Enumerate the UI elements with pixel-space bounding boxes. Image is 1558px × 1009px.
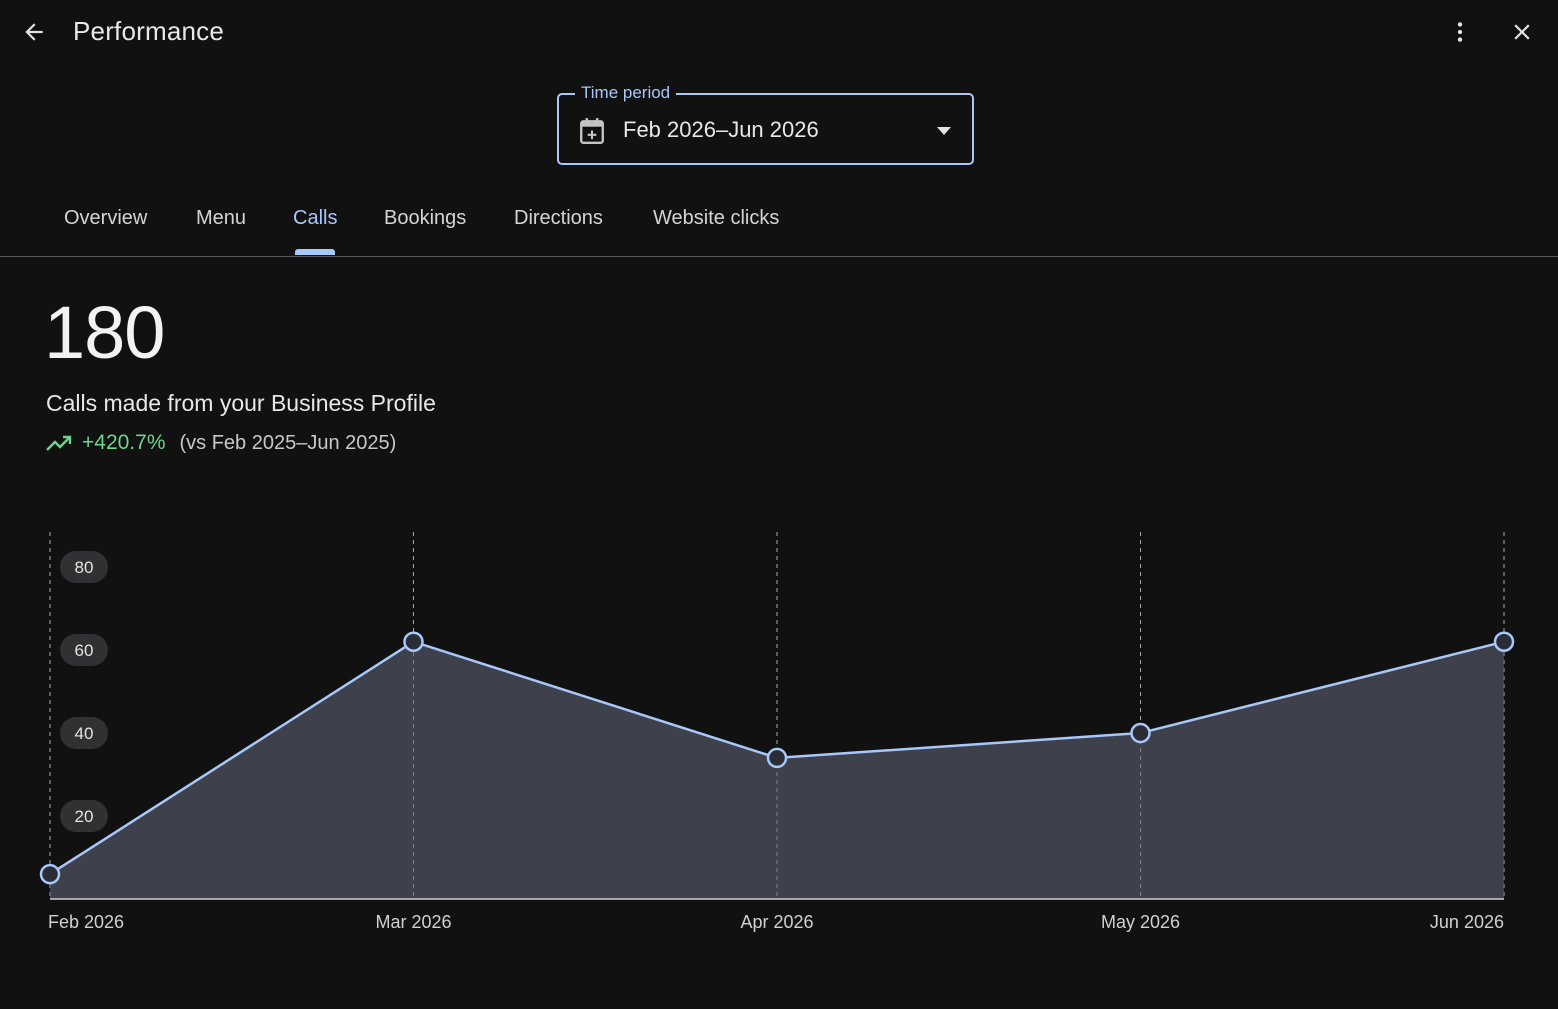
x-tick-label-2: Apr 2026 (740, 912, 813, 932)
back-button[interactable] (14, 12, 54, 52)
x-tick-label-4: Jun 2026 (1430, 912, 1504, 932)
series-area-0 (50, 641, 1504, 899)
time-period-select[interactable]: Time period Feb 2026–Jun 2026 (557, 81, 974, 165)
y-tick-pill-2 (60, 634, 108, 666)
y-tick-pill-0 (60, 800, 108, 832)
y-tick-label-0: 20 (75, 807, 94, 826)
time-period-value: Feb 2026–Jun 2026 (623, 117, 819, 142)
y-tick-label-1: 40 (75, 724, 94, 743)
tab-directions[interactable]: Directions (514, 207, 603, 229)
tab-bar: Overview Menu Calls Bookings Directions … (0, 190, 1558, 257)
active-tab-indicator (295, 249, 335, 255)
more-options-button[interactable] (1440, 12, 1480, 52)
x-tick-label-0: Feb 2026 (48, 912, 124, 932)
x-tick-label-3: May 2026 (1101, 912, 1180, 932)
more-vert-icon (1457, 22, 1463, 42)
calendar-icon (580, 118, 604, 145)
data-point-4 (1493, 631, 1515, 652)
close-icon (1514, 24, 1530, 40)
page-title: Performance (73, 16, 225, 46)
tab-overview[interactable]: Overview (64, 207, 148, 229)
data-point-2 (766, 747, 788, 769)
y-tick-pill-3 (60, 551, 108, 583)
app-header: Performance (0, 0, 1558, 66)
tab-bookings[interactable]: Bookings (384, 207, 467, 229)
time-period-label: Time period (575, 81, 677, 105)
metric-description: Calls made from your Business Profile (46, 390, 436, 416)
data-point-0 (39, 863, 61, 885)
arrow-drop-down-icon (937, 127, 951, 135)
trending-up-icon (46, 435, 72, 451)
y-tick-label-2: 60 (75, 641, 94, 660)
data-point-1 (403, 631, 424, 652)
data-point-3 (1130, 722, 1151, 744)
trend-row: +420.7% (vs Feb 2025–Jun 2025) (46, 430, 396, 456)
trend-percentage: +420.7% (82, 431, 166, 454)
x-tick-label-1: Mar 2026 (375, 912, 451, 932)
tab-calls[interactable]: Calls (293, 207, 338, 229)
trend-comparison: (vs Feb 2025–Jun 2025) (179, 431, 397, 454)
calls-chart-svg: 20 40 60 80 Feb 2026 Mar 2026 Apr 2026 May 2026… (39, 532, 1515, 932)
y-tick-label-3: 80 (75, 558, 94, 577)
calls-chart: 20 40 60 80 Feb 2026 Mar 2026 Apr 2026 May 2026… (0, 520, 1558, 960)
close-button[interactable] (1502, 12, 1542, 52)
y-tick-pill-1 (60, 717, 108, 749)
total-calls-value: 180 (44, 291, 165, 374)
tab-menu[interactable]: Menu (196, 207, 247, 229)
tab-website-clicks[interactable]: Website clicks (653, 207, 780, 229)
arrow-back-icon (25, 23, 43, 41)
